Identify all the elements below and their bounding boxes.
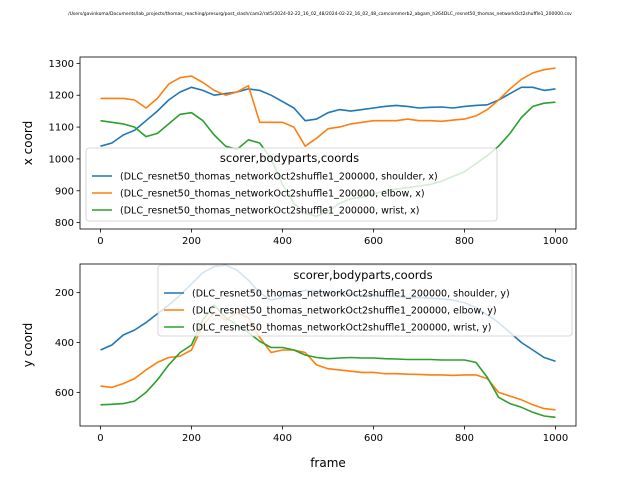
legend-entry: (DLC_resnet50_thomas_networkOct2shuffle1… [120, 189, 425, 200]
x-tick-label: 800 [455, 236, 474, 247]
x-tick-label: 0 [97, 236, 103, 247]
legend: scorer,bodyparts,coords (DLC_resnet50_tho… [85, 147, 498, 222]
legend-entry: (DLC_resnet50_thomas_networkOct2shuffle1… [192, 289, 510, 300]
legend-box [85, 147, 498, 222]
y-tick-label: 1200 [49, 91, 74, 102]
y-tick-label: 600 [55, 388, 74, 399]
x-tick-label: 400 [273, 433, 292, 444]
series-line-elbow [100, 67, 556, 147]
y-tick-label: 1100 [49, 123, 74, 134]
legend: scorer,bodyparts,coords (DLC_resnet50_tho… [157, 264, 573, 337]
axes-frame [79, 263, 577, 427]
x-tick-label: 0 [97, 433, 103, 444]
y-coord-plot: 0 200 400 600 800 1000 200 400 600 y coord frame sc… [21, 263, 577, 470]
y-tick-label: 800 [55, 218, 74, 229]
y-tick-label: 1300 [49, 59, 74, 70]
y-axis-label: x coord [21, 121, 35, 166]
x-tick-label: 400 [273, 236, 292, 247]
y-axis-label: y coord [21, 323, 35, 368]
y-tick-label: 900 [55, 186, 74, 197]
y-tick-label: 400 [55, 338, 74, 349]
y-tick-label: 200 [55, 288, 74, 299]
legend-title: scorer,bodyparts,coords [293, 268, 432, 282]
x-tick-label: 600 [364, 433, 383, 444]
legend-entry: (DLC_resnet50_thomas_networkOct2shuffle1… [192, 306, 497, 317]
x-tick-label: 800 [455, 433, 474, 444]
x-coord-plot: 0 200 400 600 800 1000 800 900 1000 1100 1200 1300 x… [21, 56, 577, 247]
legend-entry: (DLC_resnet50_thomas_networkOct2shuffle1… [120, 172, 438, 183]
series-line-shoulder [100, 86, 556, 147]
x-tick-label: 1000 [543, 236, 568, 247]
x-tick-label: 200 [182, 236, 201, 247]
legend-entry: (DLC_resnet50_thomas_networkOct2shuffle1… [192, 323, 491, 334]
y-tick-label: 1000 [49, 154, 74, 165]
x-tick-label: 600 [364, 236, 383, 247]
legend-box [157, 264, 573, 337]
x-axis-label: frame [310, 456, 346, 470]
series-line-wrist [100, 304, 556, 419]
x-tick-label: 200 [182, 433, 201, 444]
legend-title: scorer,bodyparts,coords [220, 151, 359, 165]
axes-frame [79, 56, 577, 230]
figure-title: /Users/gavinkoma/Documents/lab_projects/… [68, 11, 572, 17]
legend-entry: (DLC_resnet50_thomas_networkOct2shuffle1… [120, 206, 419, 217]
x-tick-label: 1000 [543, 433, 568, 444]
